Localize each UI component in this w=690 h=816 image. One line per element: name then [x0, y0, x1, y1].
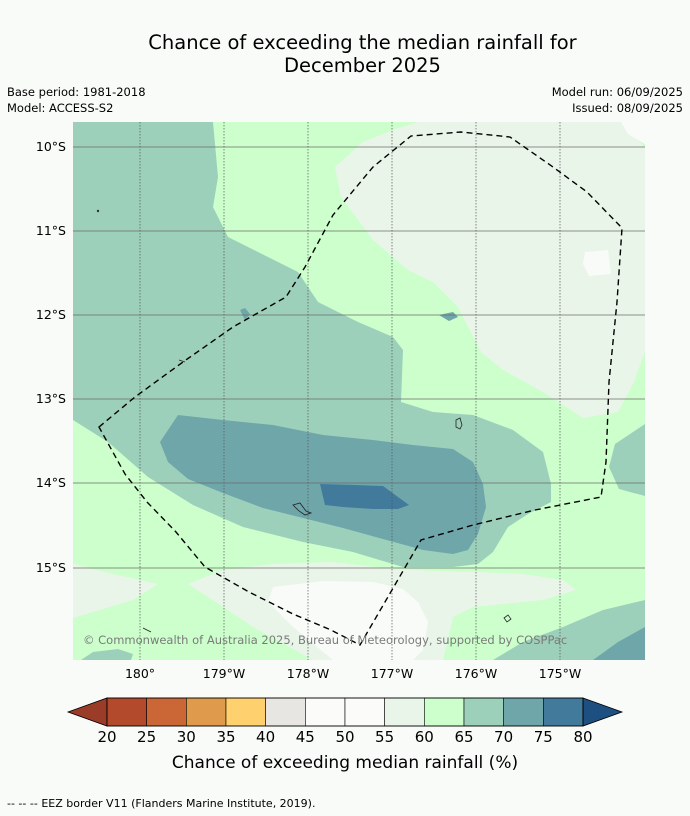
- colorbar-cells: [106, 697, 584, 727]
- model-run: Model run: 06/09/2025: [551, 85, 683, 99]
- eez-legend-text: EEZ border V11 (Flanders Marine Institut…: [41, 797, 316, 810]
- colorbar-tick-65: 65: [454, 728, 474, 746]
- lat-label-12s: 12°S: [35, 307, 66, 322]
- colorbar-cell-60-65: [424, 697, 465, 727]
- eez-border: [98, 131, 623, 646]
- colorbar-cell-25-30: [146, 697, 187, 727]
- region-75-80: [320, 484, 409, 509]
- eez-footnote: -- -- -- EEZ border V11 (Flanders Marine…: [7, 797, 315, 810]
- region-45-50-northeast: [583, 250, 611, 276]
- lon-label-176w: 176°W: [454, 666, 498, 681]
- issued-date: Issued: 08/09/2025: [572, 101, 683, 115]
- lat-label-11s: 11°S: [35, 223, 66, 238]
- colorbar-tick-30: 30: [176, 728, 196, 746]
- colorbar-label: Chance of exceeding median rainfall (%): [171, 753, 519, 773]
- lon-label-180: 180°: [124, 666, 156, 681]
- colorbar-cell-55-60: [384, 697, 425, 727]
- model-name: Model: ACCESS-S2: [7, 101, 114, 115]
- region-65-70-southwest: [81, 649, 133, 660]
- colorbar-tick-75: 75: [533, 728, 553, 746]
- lat-label-13s: 13°S: [35, 391, 66, 406]
- colorbar-cell-30-35: [186, 697, 227, 727]
- region-65-70-east: [609, 424, 645, 496]
- forecast-map[interactable]: [73, 122, 645, 660]
- region-65-70-southeast: [493, 600, 645, 660]
- colorbar-cell-20-25: [106, 697, 147, 727]
- graticule: [73, 146, 645, 569]
- colorbar-tick-70: 70: [494, 728, 514, 746]
- map-svg: [73, 122, 645, 660]
- eez-legend-symbol: -- -- --: [7, 797, 38, 810]
- colorbar-cell-40-45: [265, 697, 306, 727]
- region-55-60-northeast: [335, 122, 645, 418]
- region-45-50-south: [268, 581, 428, 660]
- lon-label-178w: 178°W: [286, 666, 330, 681]
- colorbar-tick-80: 80: [573, 728, 593, 746]
- meta-left: Base period: 1981-2018 Model: ACCESS-S2: [7, 84, 146, 116]
- colorbar-tick-35: 35: [216, 728, 236, 746]
- map-title: Chance of exceeding the median rainfall …: [0, 31, 690, 77]
- colorbar-tick-45: 45: [295, 728, 315, 746]
- lon-label-177w: 177°W: [370, 666, 414, 681]
- title-line-1: Chance of exceeding the median rainfall …: [148, 31, 577, 54]
- colorbar-tick-60: 60: [414, 728, 434, 746]
- colorbar-over-arrow: [582, 697, 624, 727]
- islands: [96, 209, 512, 633]
- colorbar-tick-20: 20: [97, 728, 117, 746]
- colorbar-tick-25: 25: [137, 728, 157, 746]
- meridians: [139, 122, 561, 660]
- lat-label-10s: 10°S: [35, 139, 66, 154]
- region-55-60-ne-corner: [621, 122, 645, 144]
- island-5: [178, 359, 186, 363]
- island-3: [503, 614, 512, 623]
- colorbar-cell-35-40: [225, 697, 266, 727]
- island-4: [142, 627, 152, 633]
- region-70-75-southeast: [593, 627, 645, 660]
- colorbar-tick-40: 40: [256, 728, 276, 746]
- meta-right: Model run: 06/09/2025 Issued: 08/09/2025: [552, 84, 683, 116]
- colorbar: [66, 697, 624, 727]
- title-line-2: December 2025: [284, 54, 441, 77]
- colorbar-cell-65-70: [463, 697, 504, 727]
- pocket-70-75-east: [439, 312, 458, 321]
- island-1: [455, 417, 463, 430]
- colorbar-tick-55: 55: [375, 728, 395, 746]
- colorbar-cell-45-50: [305, 697, 346, 727]
- island-6: [96, 209, 100, 213]
- colorbar-cell-70-75: [503, 697, 544, 727]
- colorbar-under-arrow: [66, 697, 108, 727]
- pocket-70-75-west: [240, 308, 250, 320]
- colorbar-tick-50: 50: [335, 728, 355, 746]
- lon-label-175w: 175°W: [538, 666, 582, 681]
- copyright-notice: © Commonwealth of Australia 2025, Bureau…: [83, 633, 568, 647]
- lat-label-15s: 15°S: [35, 560, 66, 575]
- base-period: Base period: 1981-2018: [7, 85, 146, 99]
- lat-label-14s: 14°S: [35, 475, 66, 490]
- colorbar-outline: [106, 697, 584, 727]
- island-2: [292, 502, 313, 516]
- colorbar-cell-50-55: [344, 697, 385, 727]
- region-55-60-southwest: [73, 564, 158, 618]
- colorbar-cell-75-80: [543, 697, 584, 727]
- lon-label-179w: 179°W: [202, 666, 246, 681]
